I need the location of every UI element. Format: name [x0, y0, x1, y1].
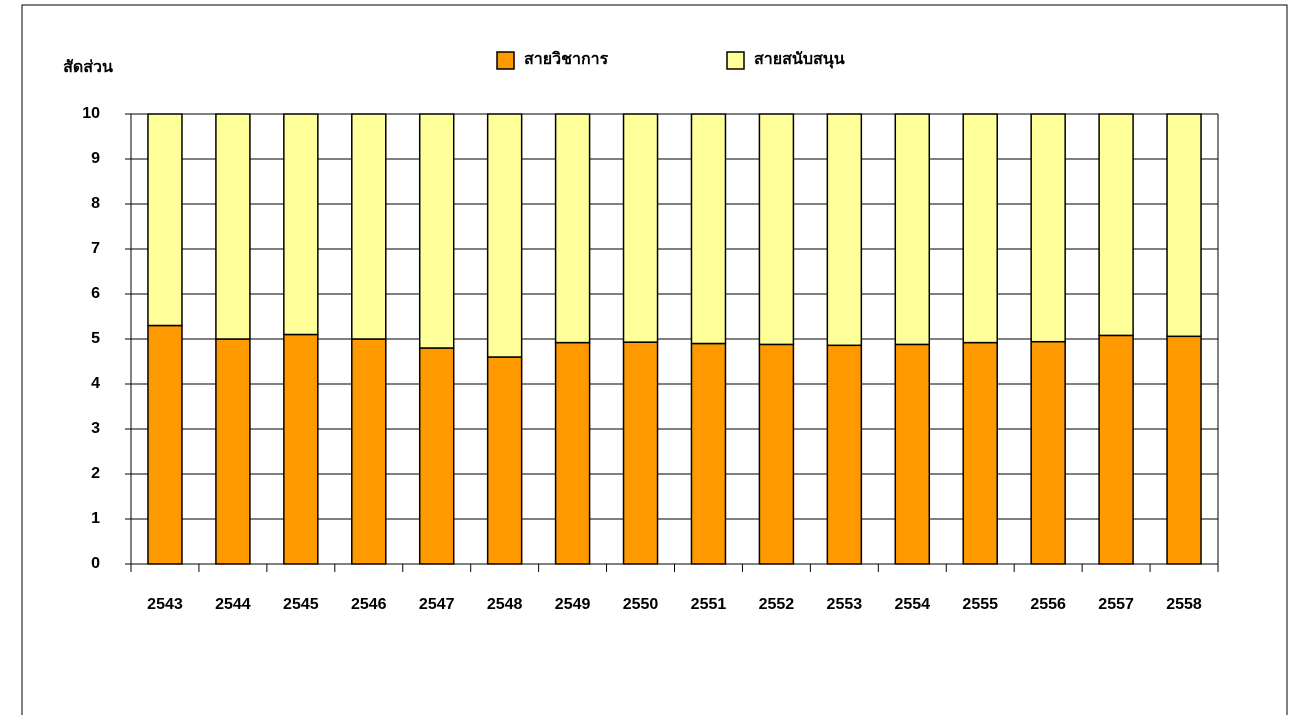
x-tick-label: 2548 [487, 596, 523, 613]
legend-swatch [496, 51, 515, 70]
x-tick-label: 2557 [1098, 596, 1134, 613]
y-tick-label: 0 [91, 555, 100, 572]
bar-segment [147, 324, 183, 565]
x-tick-label: 2550 [623, 596, 659, 613]
legend-label: สายวิชาการ [524, 50, 609, 68]
bar-segment [962, 341, 998, 565]
x-tick-label: 2546 [351, 596, 387, 613]
y-tick-label: 4 [91, 375, 100, 392]
bar-segment [215, 113, 251, 340]
x-tick-label: 2547 [419, 596, 455, 613]
bar-segment [1166, 335, 1202, 565]
x-tick-label: 2543 [147, 596, 183, 613]
y-tick-label: 7 [91, 240, 100, 257]
bar-segment [554, 341, 591, 565]
bar-segment [622, 341, 659, 565]
y-tick-label: 2 [91, 465, 100, 482]
bar-segment [690, 113, 727, 345]
x-tick-label: 2558 [1166, 596, 1202, 613]
bar-segment [894, 343, 931, 565]
chart-frame [21, 4, 1288, 715]
x-tick-label: 2556 [1030, 596, 1066, 613]
bar-segment [1166, 113, 1202, 338]
y-tick-label: 10 [82, 105, 100, 122]
bar-segment [418, 113, 455, 349]
x-tick-label: 2553 [827, 596, 863, 613]
x-tick-label: 2544 [215, 596, 251, 613]
bar-segment [622, 113, 659, 343]
y-tick-label: 6 [91, 285, 100, 302]
bar-segment [758, 343, 795, 565]
bar-segment [1098, 334, 1134, 565]
x-tick-label: 2551 [691, 596, 727, 613]
bar-segment [283, 333, 319, 565]
bar-segment [215, 338, 251, 565]
bar-segment [554, 113, 591, 344]
bar-segment [486, 113, 523, 358]
bar-segment [351, 338, 387, 565]
bar-segment [894, 113, 931, 346]
legend-label: สายสนับสนุน [754, 50, 845, 69]
bar-segment [690, 342, 727, 565]
bar-segment [351, 113, 387, 340]
bar-segment [283, 113, 319, 336]
y-tick-label: 8 [91, 195, 100, 212]
x-tick-label: 2554 [894, 596, 930, 613]
bar-segment [826, 344, 863, 565]
y-axis-title: สัดส่วน [63, 58, 113, 76]
bar-segment [1030, 113, 1066, 343]
legend-swatch [726, 51, 745, 70]
x-tick-label: 2549 [555, 596, 591, 613]
y-tick-label: 9 [91, 150, 100, 167]
y-tick-label: 1 [91, 510, 100, 527]
bar-segment [486, 356, 523, 565]
bar-segment [758, 113, 795, 346]
x-tick-label: 2545 [283, 596, 319, 613]
bar-segment [1030, 340, 1066, 565]
bar-segment [147, 113, 183, 327]
bar-segment [418, 347, 455, 565]
y-tick-label: 5 [91, 330, 100, 347]
bar-segment [962, 113, 998, 344]
bar-segment [826, 113, 863, 347]
x-tick-label: 2552 [759, 596, 795, 613]
bar-segment [1098, 113, 1134, 337]
y-tick-label: 3 [91, 420, 100, 437]
x-tick-label: 2555 [962, 596, 998, 613]
